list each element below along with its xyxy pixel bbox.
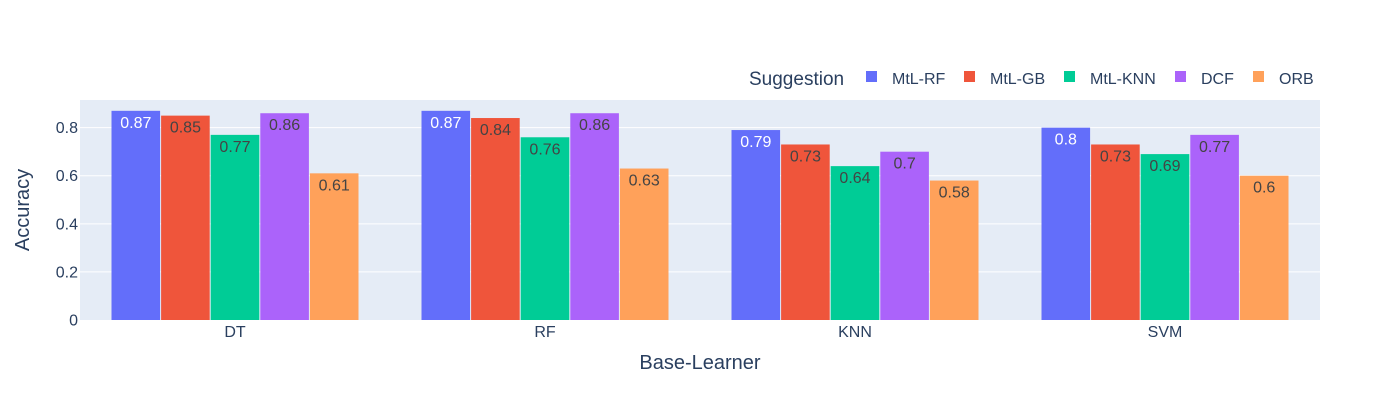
bar xyxy=(1041,127,1091,321)
bar xyxy=(471,118,520,321)
bar-value-label: 0.86 xyxy=(269,117,300,134)
bar xyxy=(520,137,570,320)
x-tick-label: SVM xyxy=(1148,324,1183,341)
bar xyxy=(929,180,979,320)
bar-value-label: 0.76 xyxy=(529,141,560,158)
legend-label: MtL-RF xyxy=(892,71,946,88)
legend-swatch xyxy=(1253,71,1264,82)
bar-value-label: 0.6 xyxy=(1253,180,1275,197)
legend-label: DCF xyxy=(1201,71,1234,88)
bar-value-label: 0.77 xyxy=(219,139,250,156)
legend-swatch xyxy=(866,71,877,82)
y-tick-label: 0.6 xyxy=(56,168,78,185)
legend-swatch xyxy=(964,71,975,82)
bar-value-label: 0.61 xyxy=(319,177,350,194)
bar-value-label: 0.58 xyxy=(939,185,970,202)
bar-value-label: 0.8 xyxy=(1055,132,1077,149)
bar-value-label: 0.73 xyxy=(1100,148,1131,165)
legend-swatch xyxy=(1175,71,1186,82)
bar-value-label: 0.77 xyxy=(1199,139,1230,156)
bar-value-label: 0.86 xyxy=(579,117,610,134)
x-tick-label: KNN xyxy=(838,324,872,341)
bar-value-label: 0.87 xyxy=(430,115,461,132)
bar xyxy=(421,110,471,320)
x-axis-ticks: DT RF KNN SVM xyxy=(224,324,1182,341)
bar xyxy=(731,130,781,320)
bars xyxy=(111,110,1289,321)
legend-label: MtL-GB xyxy=(990,71,1045,88)
y-axis-title: Accuracy xyxy=(12,169,34,251)
legend-label: ORB xyxy=(1279,71,1314,88)
x-tick-label: DT xyxy=(224,324,246,341)
y-tick-label: 0.4 xyxy=(56,216,78,233)
legend-swatch xyxy=(1064,71,1075,82)
legend-title: Suggestion xyxy=(749,69,844,90)
bar-value-label: 0.84 xyxy=(480,122,511,139)
x-tick-label: RF xyxy=(534,324,556,341)
legend-label: MtL-KNN xyxy=(1090,71,1156,88)
y-tick-label: 0.8 xyxy=(56,120,78,137)
bar-value-label: 0.63 xyxy=(629,173,660,190)
bar-labels: 0.87 0.87 0.79 0.8 0.85 0.84 0.73 0.73 0.77 0.76 0… xyxy=(120,115,1275,202)
bar xyxy=(309,173,359,320)
bar xyxy=(781,144,830,320)
bar xyxy=(111,110,161,320)
bar-value-label: 0.64 xyxy=(839,170,870,187)
bar-value-label: 0.7 xyxy=(893,156,915,173)
bar xyxy=(1140,154,1190,320)
bar xyxy=(1091,144,1140,320)
y-axis-ticks: 0 0.2 0.4 0.6 0.8 xyxy=(56,120,78,329)
bar xyxy=(260,113,309,320)
legend: Suggestion MtL-RF MtL-GB MtL-KNN DCF ORB xyxy=(749,69,1314,90)
bar xyxy=(619,168,669,320)
y-tick-label: 0.2 xyxy=(56,264,78,281)
bar xyxy=(1190,134,1239,320)
bar xyxy=(830,166,880,320)
bar-value-label: 0.73 xyxy=(790,148,821,165)
x-axis-title: Base-Learner xyxy=(639,352,761,374)
bar-value-label: 0.85 xyxy=(170,120,201,137)
bar xyxy=(1239,175,1289,320)
bar xyxy=(880,151,929,320)
bar xyxy=(570,113,619,320)
y-tick-label: 0 xyxy=(69,313,78,330)
bar xyxy=(161,115,210,320)
bar-value-label: 0.79 xyxy=(740,134,771,151)
bar-value-label: 0.69 xyxy=(1149,158,1180,175)
bar-value-label: 0.87 xyxy=(120,115,151,132)
bar xyxy=(210,134,260,320)
